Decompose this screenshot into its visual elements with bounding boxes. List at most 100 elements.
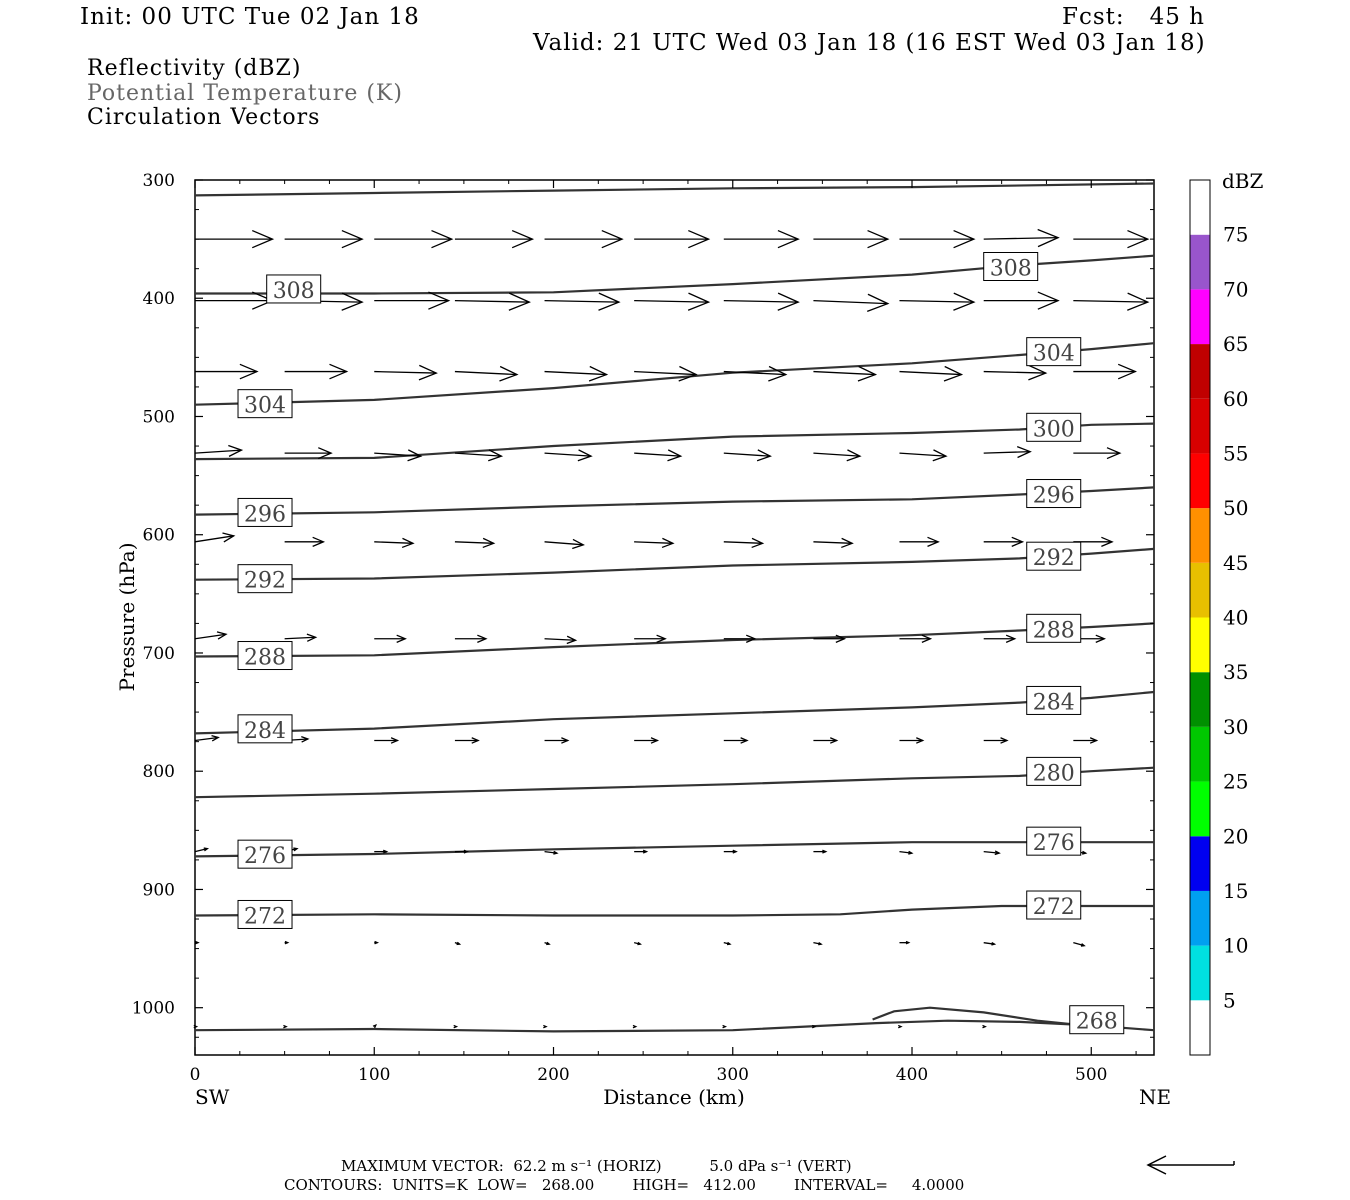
circulation-vector [544,449,593,462]
vector-head [312,536,326,547]
vector-head [193,1024,199,1029]
colorbar-tick-label: 5 [1223,988,1236,1012]
field-theta: Potential Temperature (K) [87,81,403,106]
circulation-vector [813,449,862,462]
theta-contour-280 [194,766,1155,799]
contour-label-296: 296 [244,502,286,527]
vector-head [841,537,854,549]
vector-shaft [194,449,242,454]
vector-head [482,537,496,549]
contour-label-276: 276 [1033,831,1075,856]
circulation-vector [194,631,228,640]
circulation-vector [723,292,800,311]
vector-head [867,229,890,249]
circulation-vector [454,449,504,462]
circulation-vector [634,537,675,549]
vector-head [211,734,220,742]
theta-contour-312 [194,182,1155,197]
vector-shaft [983,370,1046,374]
vector-head [251,229,275,249]
y-tick-label: 600 [143,526,175,546]
vector-head [284,940,290,945]
contour-label-280: 280 [1033,761,1075,786]
colorbar-tick-label: 30 [1223,715,1248,739]
contour-label-box [1026,756,1082,786]
contour-label-288: 288 [244,646,286,671]
vector-head [678,365,698,382]
circulation-vector [634,229,711,249]
x-end-left: SW [195,1085,230,1109]
vector-head [306,633,318,642]
colorbar-segment [1190,289,1210,345]
vector-head [726,941,732,946]
contour-label-308: 308 [990,257,1032,282]
vector-head [341,229,364,249]
vector-head [453,1024,459,1029]
circulation-vector [813,293,890,312]
vector-head [396,634,407,644]
contour-labels: 268 272 272 276 276 280 284 284 288 288 292 292 296 2… [237,252,1125,1035]
circulation-vector [283,1024,288,1029]
circulation-vector [983,941,997,946]
circulation-vector [195,229,275,249]
vector-head [195,940,200,945]
vector-head [553,850,559,855]
vector-head [341,292,364,311]
contour-label-box [237,899,293,929]
vector-head [499,365,519,382]
init-time: Init: 00 UTC Tue 02 Jan 18 [80,4,420,30]
circulation-vector [983,536,1025,547]
vector-head [1127,229,1150,249]
vector-head [811,1024,817,1029]
theta-contour-268 [872,1006,1074,1026]
vector-head [656,634,667,644]
vector-head [1117,363,1138,380]
circulation-vector [454,292,531,311]
circulation-vector [813,737,839,744]
contour-label-box [1026,479,1082,509]
vector-head [632,1024,638,1029]
vector-head [745,634,757,644]
contour-label-box [1026,685,1082,715]
valid-time: Valid: 21 UTC Wed 03 Jan 18 (16 EST Wed … [533,30,1206,56]
circulation-vector [284,229,364,249]
colorbar-segment [1190,508,1210,563]
contour-label-box [237,839,293,869]
circulation-vector [1073,942,1086,947]
contour-label-284: 284 [1033,690,1075,715]
circulation-vector [983,364,1048,381]
vector-head [829,737,839,744]
vector-head [1080,943,1086,947]
vector-head [293,847,299,852]
circulation-vector [813,537,854,549]
colorbar-tick-label: 40 [1223,606,1248,630]
vector-shaft [899,452,947,457]
circulation-vector [544,292,621,311]
theta-contour-272 [194,904,1154,917]
y-tick-label: 400 [143,289,175,309]
circulation-vector [544,941,551,946]
vector-head [897,1024,903,1029]
vector-head [732,849,738,854]
vector-head [908,850,914,855]
vector-head [722,1024,728,1029]
circulation-vector [374,291,451,310]
vector-head [932,449,948,462]
vector-shaft [813,541,853,544]
circulation-vector [284,633,318,642]
circulation-vector [544,229,624,249]
vector-head [1037,228,1060,248]
vector-shaft [899,299,974,303]
circulation-vector [899,536,940,547]
vector-shaft [723,299,799,303]
vector-head [661,537,675,549]
colorbar-segment [1190,890,1210,946]
circulation-vector [195,940,200,945]
circulation-vector [634,365,698,382]
vector-shaft [544,370,607,376]
reference-vector [1146,1155,1235,1175]
circulation-vector [723,634,757,644]
circulation-vector [544,635,578,645]
circulation-vector [454,941,462,946]
